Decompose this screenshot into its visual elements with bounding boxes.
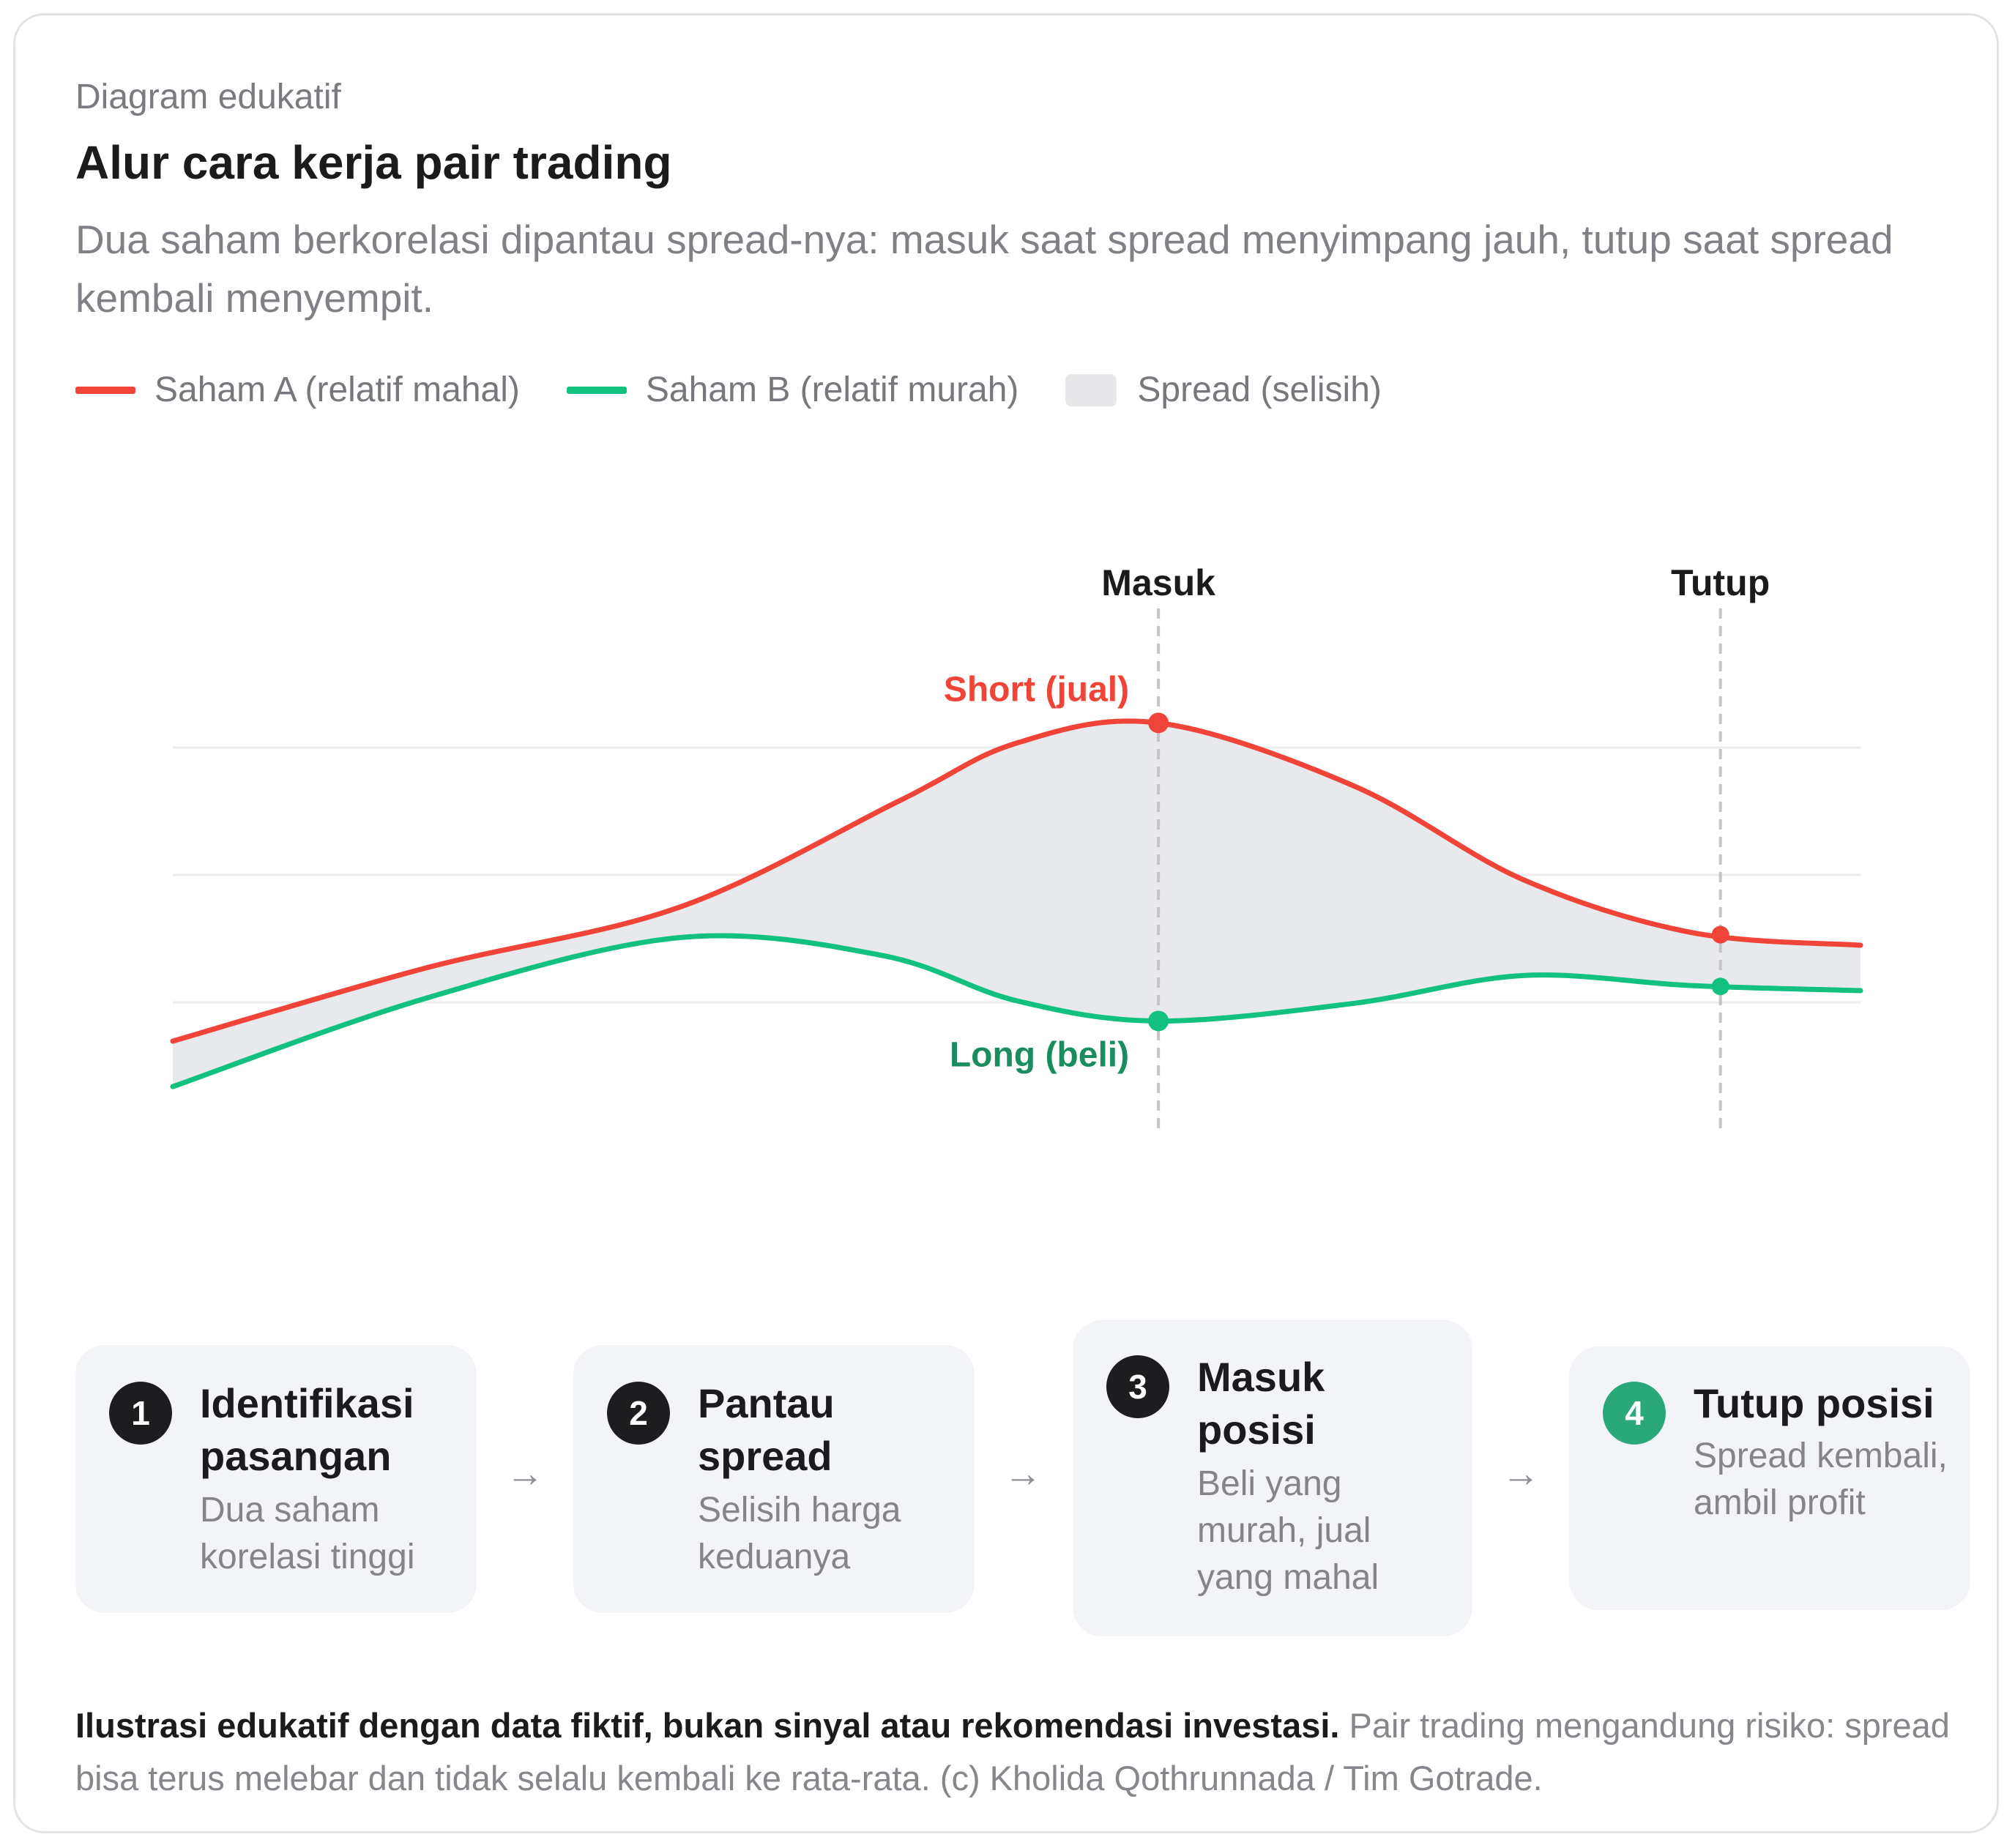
disclaimer-text: Pair trading mengandung risiko: spread b… [75, 1706, 1950, 1797]
step-desc-3: Beli yang murah, jual yang mahal [1197, 1464, 1379, 1597]
legend-item-stock-b: Saham B (relatif murah) [566, 370, 1019, 410]
step-title-1: Identifikasi pasangan [200, 1380, 414, 1479]
step-card-4: 4 Tutup posisi Spread kembali, ambil pro… [1569, 1346, 1970, 1610]
stock-a-entry-point [1148, 712, 1169, 734]
stock-b-line [170, 933, 1863, 1089]
spread-area [173, 720, 1861, 1087]
step-desc-4: Spread kembali, ambil profit [1694, 1437, 1948, 1522]
legend-item-spread: Spread (selisih) [1065, 370, 1382, 410]
stock-a-swatch [75, 386, 135, 394]
stock-b-exit-point [1711, 977, 1729, 996]
diagram-card: Diagram edukatif Alur cara kerja pair tr… [13, 13, 1999, 1833]
stock-b-swatch [566, 386, 627, 394]
legend-item-stock-a: Saham A (relatif mahal) [75, 370, 520, 410]
short-annotation: Short (jual) [944, 670, 1129, 709]
exit-marker-label: Tutup [1671, 562, 1770, 603]
entry-marker-label: Masuk [1101, 562, 1215, 603]
stock-a-line [170, 718, 1863, 1044]
step-number-1: 1 [109, 1382, 172, 1445]
step-card-2: 2 Pantau spread Selisih harga keduanya [573, 1345, 975, 1613]
stock-b-entry-point [1148, 1010, 1169, 1032]
step-number-4: 4 [1603, 1382, 1666, 1445]
step-title-2: Pantau spread [698, 1380, 835, 1479]
arrow-icon: → [1004, 1453, 1042, 1495]
step-desc-1: Dua saham korelasi tinggi [200, 1491, 415, 1576]
legend-label-stock-b: Saham B (relatif murah) [645, 370, 1019, 409]
eyebrow: Diagram edukatif [75, 78, 341, 116]
disclaimer-bold: Ilustrasi edukatif dengan data fiktif, b… [75, 1706, 1340, 1745]
arrow-icon: → [506, 1453, 544, 1495]
spread-swatch [1065, 373, 1117, 406]
subtitle: Dua saham berkorelasi dipantau spread-ny… [75, 217, 1893, 321]
disclaimer: Ilustrasi edukatif dengan data fiktif, b… [75, 1699, 1950, 1805]
legend-label-spread: Spread (selisih) [1137, 370, 1382, 409]
step-number-2: 2 [607, 1382, 670, 1445]
step-title-4: Tutup posisi [1694, 1380, 1934, 1426]
step-title-3: Masuk posisi [1197, 1354, 1325, 1453]
long-annotation: Long (beli) [950, 1035, 1129, 1074]
page-title: Alur cara kerja pair trading [75, 136, 672, 189]
step-number-3: 3 [1106, 1355, 1169, 1418]
step-card-3: 3 Masuk posisi Beli yang murah, jual yan… [1073, 1320, 1472, 1636]
stock-a-exit-point [1711, 925, 1729, 944]
spread-diagram: Masuk Tutup Short (jual) Long (beli) [170, 562, 1863, 1136]
step-desc-2: Selisih harga keduanya [698, 1491, 901, 1576]
arrow-icon: → [1502, 1453, 1540, 1495]
legend-label-stock-a: Saham A (relatif mahal) [154, 370, 520, 409]
legend: Saham A (relatif mahal) Saham B (relatif… [75, 370, 1429, 410]
step-card-1: 1 Identifikasi pasangan Dua saham korela… [75, 1345, 477, 1613]
process-steps: 1 Identifikasi pasangan Dua saham korela… [75, 1319, 1972, 1641]
